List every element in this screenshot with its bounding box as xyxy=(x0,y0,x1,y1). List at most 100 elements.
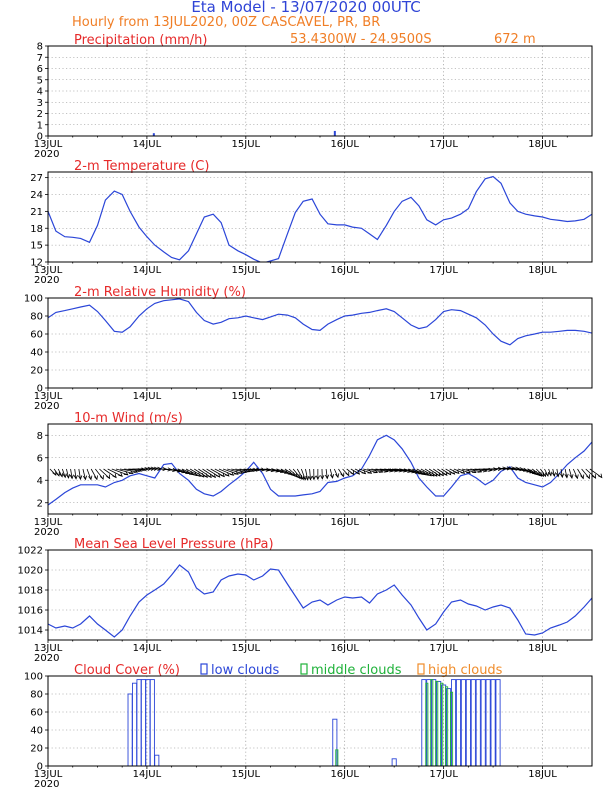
wind-arrowhead xyxy=(229,471,235,476)
wind-arrow xyxy=(206,468,220,478)
wind-arrowhead xyxy=(62,473,67,479)
wind-arrowhead xyxy=(99,475,104,480)
wind-arrowhead xyxy=(580,474,585,480)
wind-arrowhead xyxy=(320,475,325,480)
wind-ytick-label: 2 xyxy=(37,498,43,509)
wind-ytick-label: 6 xyxy=(37,453,43,464)
pressure-day-label: 15JUL xyxy=(232,643,261,654)
pressure-panel-title: Mean Sea Level Pressure (hPa) xyxy=(74,537,274,552)
wind-arrowhead xyxy=(295,474,300,479)
clouds-frame xyxy=(47,675,593,767)
wind-arrowhead xyxy=(123,471,129,476)
wind-arrow xyxy=(329,468,333,479)
wind-arrow xyxy=(181,468,197,476)
wind-arrowhead xyxy=(427,471,432,477)
rh-ytick-label: 60 xyxy=(30,330,43,341)
wind-arrow xyxy=(416,468,432,477)
wind-arrowhead xyxy=(118,472,123,477)
wind-panel: 2 4 6 8 13JUL 14JUL 15JUL 16JUL 17JUL 18JUL 2020 10… xyxy=(34,411,603,538)
pressure-ytick-label: 1022 xyxy=(18,546,43,557)
rh-day-label: 14JUL xyxy=(133,391,162,402)
clouds-ytick-label: 0 xyxy=(37,762,43,773)
pressure-ytick-label: 1016 xyxy=(18,606,43,617)
legend-swatch-1 xyxy=(300,663,308,675)
clouds-day-label: 17JUL xyxy=(429,769,458,780)
wind-arrowhead xyxy=(345,471,350,477)
wind-arrowhead xyxy=(211,473,216,479)
low-cloud-bar xyxy=(132,682,138,767)
low-cloud-bar xyxy=(470,679,476,767)
wind-arrow xyxy=(239,468,254,472)
wind-ytick-label: 8 xyxy=(37,431,43,442)
precip-ytick-label: 3 xyxy=(37,98,43,109)
wind-arrow xyxy=(94,468,104,480)
wind-arrowhead xyxy=(545,471,550,477)
wind-arrowhead xyxy=(305,475,310,481)
wind-arrow xyxy=(523,468,539,476)
temp-day-label: 13JUL xyxy=(34,265,63,276)
wind-arrow xyxy=(420,468,435,477)
rh-series-line xyxy=(48,298,592,346)
wind-arrow xyxy=(276,468,292,475)
precip-panel-title: Precipitation (mm/h) xyxy=(74,33,207,48)
rh-ytick-label: 0 xyxy=(37,384,43,395)
precip-ytick-label: 2 xyxy=(37,109,43,120)
wind-series-line xyxy=(48,434,592,506)
temp-frame xyxy=(47,171,593,263)
wind-arrow xyxy=(305,468,309,480)
wind-arrow xyxy=(462,468,476,473)
wind-arrowhead xyxy=(112,473,117,479)
wind-arrowhead xyxy=(569,474,574,479)
rh-day-label: 17JUL xyxy=(429,391,458,402)
clouds-ytick-label: 60 xyxy=(30,708,43,719)
temp-ytick-label: 18 xyxy=(30,224,43,235)
clouds-year-label: 2020 xyxy=(34,779,59,790)
low-cloud-bar xyxy=(332,718,338,767)
wind-ytick-label: 4 xyxy=(37,476,43,487)
wind-arrow xyxy=(214,468,230,477)
wind-arrow xyxy=(115,468,133,474)
wind-arrowhead xyxy=(548,471,553,477)
wind-arrow xyxy=(74,468,77,479)
low-cloud-bar xyxy=(475,679,481,767)
wind-day-label: 14JUL xyxy=(133,517,162,528)
precip-bar xyxy=(333,130,336,136)
precip-ytick-label: 7 xyxy=(37,53,43,64)
precip-day-label: 13JUL xyxy=(34,139,63,150)
wind-arrowhead xyxy=(551,472,557,477)
wind-arrowhead xyxy=(141,467,146,472)
precip-day-label: 18JUL xyxy=(528,139,557,150)
clouds-day-label: 14JUL xyxy=(133,769,162,780)
rh-frame xyxy=(47,297,593,389)
rh-year-label: 2020 xyxy=(34,401,59,412)
wind-arrow xyxy=(371,468,389,472)
precip-ytick-label: 0 xyxy=(37,132,43,143)
wind-arrow xyxy=(243,468,257,471)
wind-arrow xyxy=(568,468,573,479)
pressure-day-label: 16JUL xyxy=(330,643,359,654)
precip-day-label: 14JUL xyxy=(133,139,162,150)
wind-arrow xyxy=(86,468,92,480)
wind-arrow xyxy=(173,468,190,474)
wind-arrow xyxy=(408,468,426,475)
wind-day-label: 13JUL xyxy=(34,517,63,528)
wind-arrowhead xyxy=(78,475,83,481)
wind-arrow xyxy=(222,468,239,475)
wind-arrowhead xyxy=(224,472,230,477)
clouds-day-label: 16JUL xyxy=(330,769,359,780)
precip-frame xyxy=(47,45,593,137)
low-cloud-bar xyxy=(149,679,155,767)
legend-swatch-2 xyxy=(417,663,425,675)
clouds-panel: 0 20 40 60 80 100 13JUL 14JUL 15JUL 16JUL 17JUL 18J… xyxy=(24,663,593,790)
wind-arrowhead xyxy=(311,475,316,481)
wind-arrow xyxy=(280,468,295,477)
wind-arrow xyxy=(560,468,563,478)
low-cloud-bar xyxy=(480,679,486,767)
precip-day-label: 16JUL xyxy=(330,139,359,150)
low-cloud-bar xyxy=(140,679,146,767)
wind-arrow xyxy=(90,468,98,480)
pressure-series-line xyxy=(48,564,592,638)
pressure-panel: 1014 1016 1018 1020 1022 13JUL 14JUL 15JUL 16JUL… xyxy=(18,537,593,664)
precip-day-label: 17JUL xyxy=(429,139,458,150)
